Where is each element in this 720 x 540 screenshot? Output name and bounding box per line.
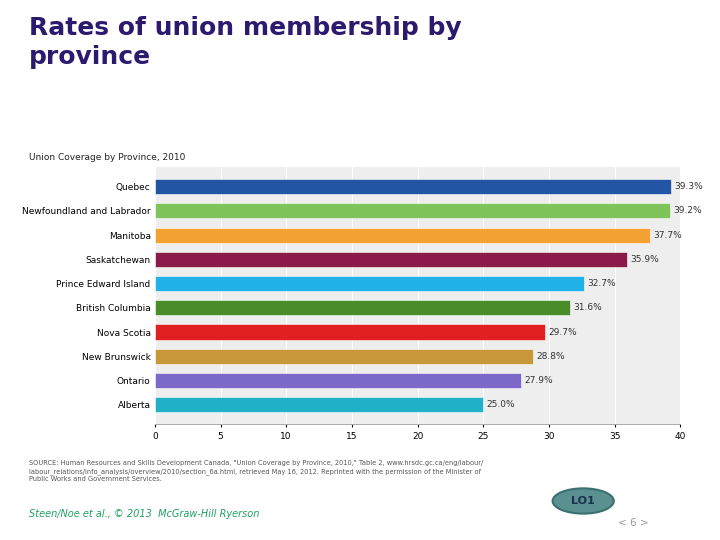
Text: Rates of union membership by
province: Rates of union membership by province: [29, 16, 462, 69]
Text: < 6 >: < 6 >: [618, 518, 649, 528]
Ellipse shape: [553, 488, 614, 514]
Bar: [155, 349, 534, 364]
Bar: [155, 325, 545, 340]
Text: Union Coverage by Province, 2010: Union Coverage by Province, 2010: [29, 153, 185, 163]
Bar: [155, 276, 585, 291]
Text: 25.0%: 25.0%: [487, 400, 516, 409]
Bar: [155, 373, 521, 388]
Text: 39.2%: 39.2%: [673, 206, 702, 215]
Text: 39.3%: 39.3%: [675, 182, 703, 191]
Text: 29.7%: 29.7%: [549, 327, 577, 336]
Bar: [155, 300, 570, 315]
Text: LO1: LO1: [572, 496, 595, 506]
Text: 27.9%: 27.9%: [525, 376, 553, 385]
Text: SOURCE: Human Resources and Skills Development Canada, "Union Coverage by Provin: SOURCE: Human Resources and Skills Devel…: [29, 460, 483, 482]
Bar: [155, 203, 670, 218]
Bar: [155, 252, 626, 267]
Text: 31.6%: 31.6%: [573, 303, 602, 312]
Text: 37.7%: 37.7%: [654, 231, 683, 240]
Text: 35.9%: 35.9%: [630, 255, 659, 264]
Text: FIGURE 9.3: FIGURE 9.3: [44, 142, 96, 151]
Bar: [155, 397, 483, 412]
Bar: [155, 227, 650, 242]
Text: Steen/Noe et al., © 2013  McGraw-Hill Ryerson: Steen/Noe et al., © 2013 McGraw-Hill Rye…: [29, 509, 259, 519]
Bar: [155, 179, 671, 194]
Text: 32.7%: 32.7%: [588, 279, 616, 288]
Text: 28.8%: 28.8%: [536, 352, 565, 361]
